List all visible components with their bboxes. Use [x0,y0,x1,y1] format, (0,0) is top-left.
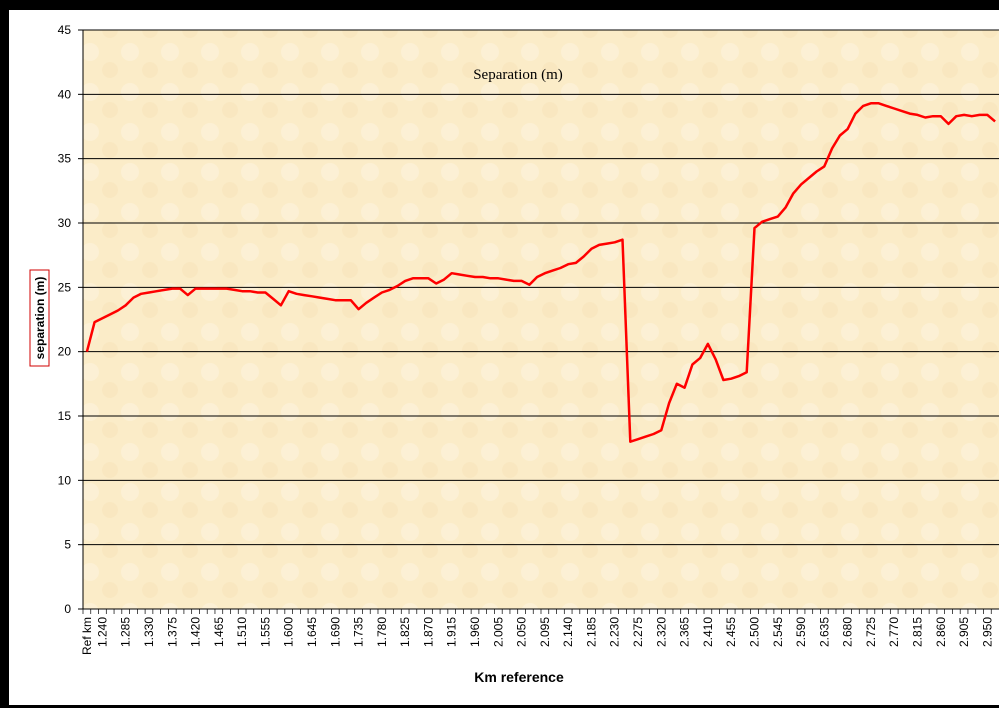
x-tick-label: 1.690 [328,617,342,647]
x-tick-label: 1.825 [398,617,412,647]
x-tick-label: 2.275 [631,617,645,647]
x-tick-label: 2.815 [910,617,924,647]
frame-top [0,0,999,10]
frame-left [0,0,9,708]
frame-bottom [0,705,999,708]
x-tick-label: 1.735 [352,617,366,647]
x-tick-label: 2.095 [538,617,552,647]
x-tick-label: 1.600 [282,617,296,647]
x-tick-label: 2.590 [794,617,808,647]
x-tick-label: 2.635 [817,617,831,647]
x-tick-label: 1.870 [421,617,435,647]
y-tick-label: 35 [58,152,72,166]
x-tick-label: 1.465 [212,617,226,647]
y-tick-label: 15 [58,409,72,423]
y-tick-label: 40 [58,87,72,101]
x-tick-label: 1.285 [119,617,133,647]
x-tick-label: 1.645 [305,617,319,647]
y-axis-title: separation (m) [33,277,47,360]
x-tick-label: 2.320 [654,617,668,647]
x-tick-label: 2.950 [980,617,994,647]
x-tick-label: 2.005 [491,617,505,647]
x-axis-title: Km reference [474,669,564,685]
x-tick-label: 2.410 [701,617,715,647]
y-tick-label: 0 [64,602,71,616]
x-tick-label: 1.555 [258,617,272,647]
x-tick-label: 2.500 [747,617,761,647]
x-tick-label: 2.860 [934,617,948,647]
y-tick-label: 20 [58,345,72,359]
x-tick-label: 1.960 [468,617,482,647]
y-tick-label: 25 [58,280,72,294]
x-tick-label: 1.330 [142,617,156,647]
x-tick-label: 2.455 [724,617,738,647]
chart-title: Separation (m) [473,67,563,83]
y-title-box [29,269,50,367]
x-tick-label: 1.375 [165,617,179,647]
x-tick-label: 2.230 [608,617,622,647]
x-tick-label: 2.680 [841,617,855,647]
x-tick-label: 1.420 [189,617,203,647]
x-tick-label: 1.780 [375,617,389,647]
x-tick-label: 2.140 [561,617,575,647]
x-tick-label: 2.050 [515,617,529,647]
x-tick-label: 2.725 [864,617,878,647]
x-tick-label: 1.240 [95,617,109,647]
plot-area [83,30,999,609]
y-tick-label: 30 [58,216,72,230]
y-tick-label: 10 [58,473,72,487]
x-tick-label: Ref km [80,617,94,655]
x-tick-label: 2.365 [678,617,692,647]
x-tick-label: 2.185 [584,617,598,647]
y-tick-label: 5 [64,538,71,552]
x-tick-label: 1.510 [235,617,249,647]
x-tick-label: 2.770 [887,617,901,647]
data-line [85,102,996,443]
y-tick-label: 45 [58,23,72,37]
x-tick-label: 2.545 [771,617,785,647]
x-tick-label: 1.915 [445,617,459,647]
x-tick-label: 2.905 [957,617,971,647]
